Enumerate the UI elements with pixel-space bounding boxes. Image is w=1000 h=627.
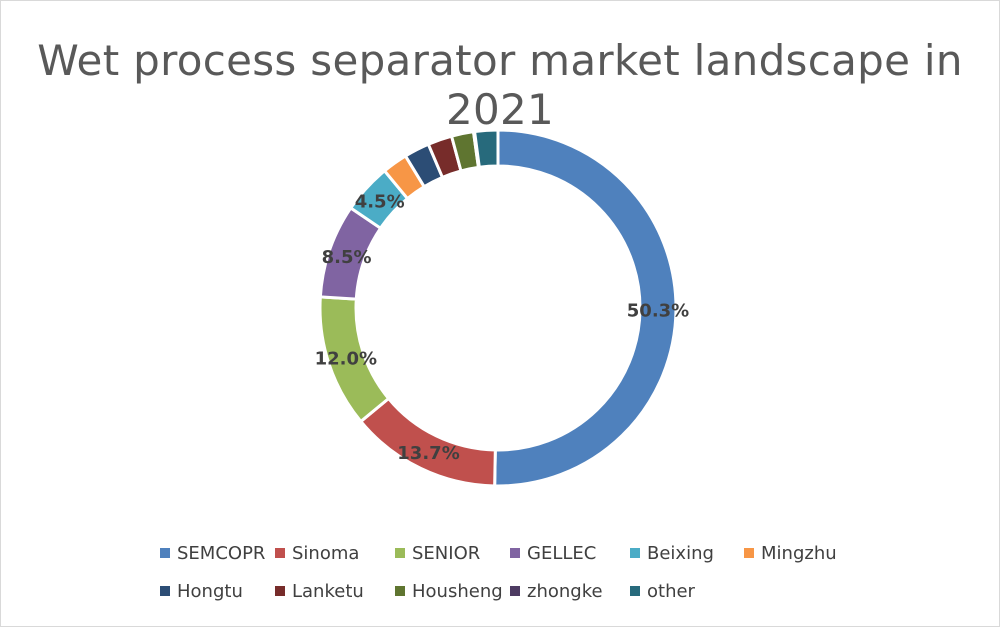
legend-label: SENIOR <box>412 542 481 564</box>
chart-legend: SEMCOPR Sinoma SENIOR GELLEC Beixing Mingzhu H… <box>160 542 860 602</box>
legend-swatch <box>510 548 520 558</box>
data-label-semcopr: 50.3% <box>627 301 689 322</box>
data-label-gellec: 8.5% <box>322 247 372 268</box>
legend-item-sinoma: Sinoma <box>275 542 395 564</box>
data-label-senior: 12.0% <box>315 348 377 369</box>
legend-swatch <box>275 586 285 596</box>
legend-item-hongtu: Hongtu <box>160 580 275 602</box>
legend-label: zhongke <box>527 580 603 602</box>
legend-swatch <box>275 548 285 558</box>
legend-swatch <box>510 586 520 596</box>
data-label-beixing: 4.5% <box>355 191 405 212</box>
legend-item-mingzhu: Mingzhu <box>744 542 854 564</box>
legend-item-lanketu: Lanketu <box>275 580 395 602</box>
slice-other <box>473 128 500 169</box>
legend-swatch <box>160 586 170 596</box>
legend-item-beixing: Beixing <box>630 542 744 564</box>
legend-label: Lanketu <box>292 580 364 602</box>
legend-label: Mingzhu <box>761 542 837 564</box>
chart-title: Wet process separator market landscape i… <box>37 36 963 134</box>
legend-label: Sinoma <box>292 542 360 564</box>
legend-item-semcopr: SEMCOPR <box>160 542 275 564</box>
legend-label: Hongtu <box>177 580 243 602</box>
legend-swatch <box>630 586 640 596</box>
legend-swatch <box>395 586 405 596</box>
legend-item-senior: SENIOR <box>395 542 510 564</box>
legend-item-gellec: GELLEC <box>510 542 630 564</box>
legend-item-zhongke: zhongke <box>510 580 630 602</box>
legend-label: SEMCOPR <box>177 542 266 564</box>
legend-label: other <box>647 580 695 602</box>
legend-label: Housheng <box>412 580 503 602</box>
legend-label: GELLEC <box>527 542 597 564</box>
legend-label: Beixing <box>647 542 714 564</box>
legend-item-other: other <box>630 580 744 602</box>
legend-swatch <box>630 548 640 558</box>
legend-item-housheng: Housheng <box>395 580 510 602</box>
slice-semcopr <box>493 128 678 488</box>
legend-swatch <box>744 548 754 558</box>
legend-swatch <box>160 548 170 558</box>
legend-swatch <box>395 548 405 558</box>
data-label-sinoma: 13.7% <box>397 443 459 464</box>
